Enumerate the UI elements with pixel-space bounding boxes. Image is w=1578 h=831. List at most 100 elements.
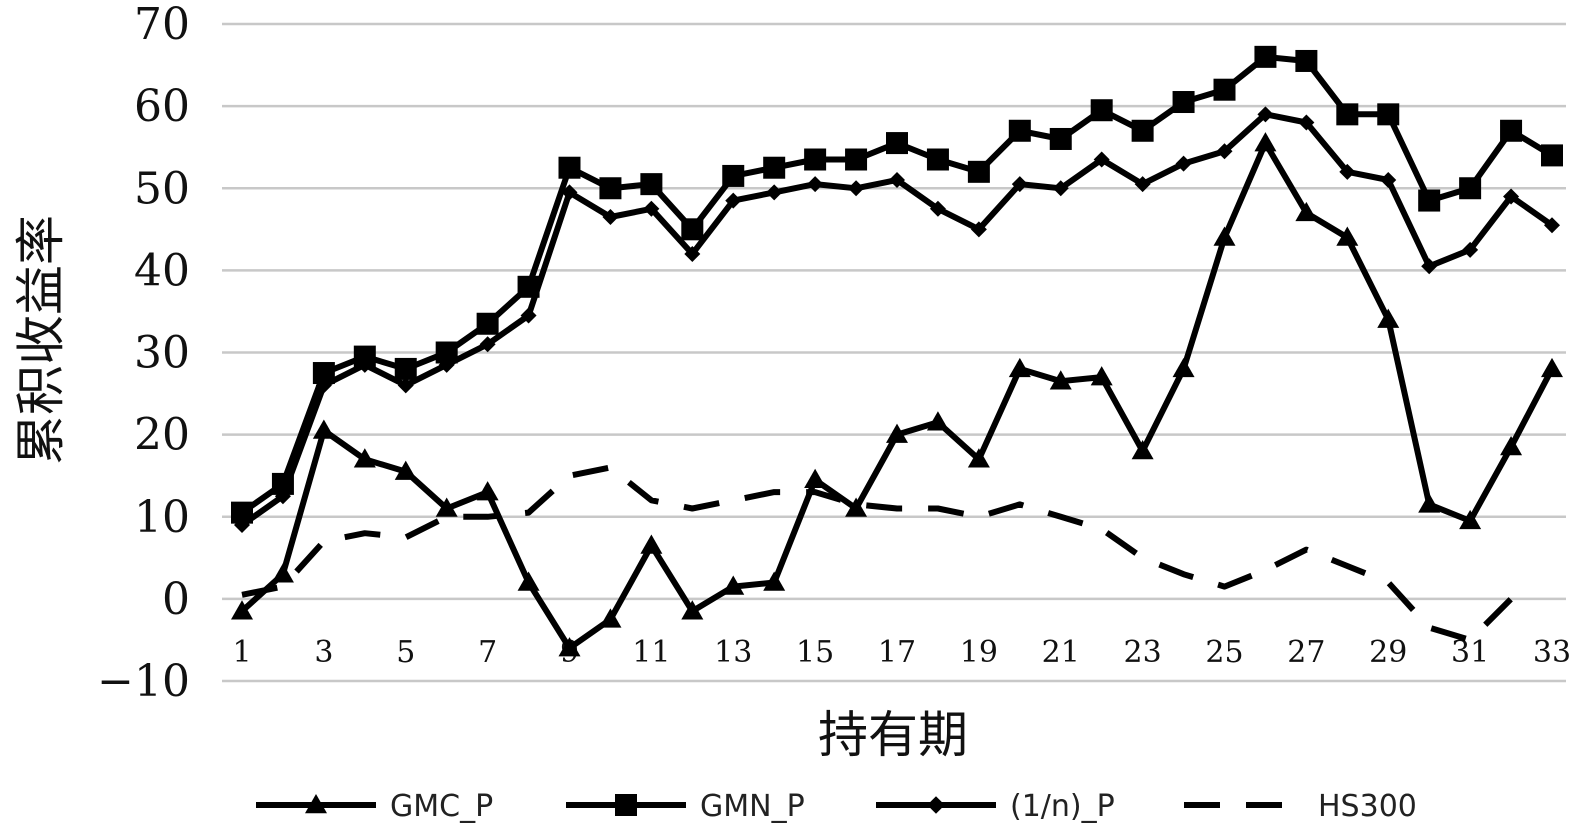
data-point bbox=[804, 148, 827, 171]
data-point bbox=[681, 218, 704, 241]
data-point bbox=[356, 356, 373, 373]
x-tick-label: 27 bbox=[1287, 635, 1325, 670]
data-point bbox=[967, 448, 990, 468]
data-point bbox=[435, 497, 458, 517]
data-point bbox=[640, 173, 663, 196]
data-point bbox=[517, 571, 540, 591]
data-point bbox=[1500, 119, 1523, 142]
data-point bbox=[1008, 357, 1031, 378]
data-point bbox=[1254, 132, 1277, 152]
data-point bbox=[1254, 45, 1277, 68]
data-point bbox=[804, 468, 827, 489]
data-point bbox=[599, 608, 622, 628]
data-point bbox=[520, 307, 537, 324]
data-point bbox=[397, 377, 414, 394]
x-tick-label: 29 bbox=[1369, 635, 1407, 670]
series-gmc-p bbox=[231, 132, 1563, 657]
data-point bbox=[1049, 370, 1072, 390]
data-point bbox=[435, 341, 458, 364]
series-lines bbox=[231, 45, 1563, 657]
legend-label: GMN_P bbox=[700, 789, 805, 824]
data-point bbox=[271, 563, 294, 583]
data-point bbox=[1380, 172, 1397, 189]
data-point bbox=[1418, 189, 1441, 212]
x-tick-label: 25 bbox=[1205, 635, 1243, 670]
data-point bbox=[1090, 366, 1113, 386]
data-point bbox=[807, 176, 824, 193]
data-point bbox=[479, 336, 496, 353]
data-point bbox=[926, 148, 949, 171]
data-point bbox=[886, 423, 908, 443]
legend-item: HS300 bbox=[1184, 789, 1417, 824]
data-point bbox=[1172, 357, 1195, 378]
data-point bbox=[1052, 180, 1069, 197]
legend-item: GMC_P bbox=[256, 789, 493, 824]
data-point bbox=[1295, 49, 1318, 72]
data-point bbox=[1257, 106, 1274, 123]
y-tick-label: 10 bbox=[134, 492, 190, 543]
data-point bbox=[561, 184, 578, 201]
data-point bbox=[763, 571, 786, 591]
x-axis-label: 持有期 bbox=[818, 706, 968, 764]
y-tick-label: 60 bbox=[134, 81, 190, 132]
gridlines bbox=[222, 22, 1566, 683]
series-1-n-p bbox=[234, 106, 1560, 533]
data-point bbox=[886, 132, 908, 155]
data-point bbox=[1131, 119, 1154, 142]
data-point bbox=[845, 497, 868, 517]
legend-label: HS300 bbox=[1318, 789, 1417, 824]
x-axis-ticks: 13579111315171921232527293133 bbox=[232, 635, 1571, 670]
data-point bbox=[1172, 91, 1195, 114]
data-point bbox=[1418, 493, 1441, 513]
data-point bbox=[929, 200, 946, 217]
data-point bbox=[353, 448, 376, 468]
data-point bbox=[1421, 258, 1438, 275]
y-tick-label: 0 bbox=[162, 574, 190, 625]
data-point bbox=[1090, 99, 1113, 122]
data-point bbox=[234, 516, 250, 533]
data-point bbox=[1336, 103, 1359, 126]
y-tick-label: 70 bbox=[134, 0, 190, 50]
data-point bbox=[394, 357, 417, 380]
data-point bbox=[684, 245, 701, 262]
data-point bbox=[848, 180, 865, 197]
x-tick-label: 31 bbox=[1451, 635, 1489, 670]
data-point bbox=[1093, 151, 1110, 168]
data-point bbox=[312, 419, 335, 439]
legend-label: (1/n)_P bbox=[1010, 789, 1115, 824]
data-point bbox=[1377, 103, 1400, 126]
data-point bbox=[970, 221, 987, 238]
x-tick-label: 3 bbox=[314, 635, 333, 670]
data-point bbox=[1008, 119, 1031, 142]
data-point bbox=[927, 796, 945, 814]
data-point bbox=[353, 345, 376, 368]
series-line bbox=[241, 464, 1514, 643]
data-point bbox=[1216, 143, 1233, 160]
x-tick-label: 5 bbox=[396, 635, 415, 670]
data-point bbox=[558, 156, 581, 179]
y-axis-ticks: −10 0 10 20 30 40 50 60 70 bbox=[97, 0, 190, 707]
x-tick-label: 23 bbox=[1124, 635, 1162, 670]
data-point bbox=[315, 377, 332, 394]
x-tick-label: 7 bbox=[478, 635, 497, 670]
data-point bbox=[1298, 114, 1315, 131]
data-point bbox=[394, 460, 417, 480]
y-tick-label: 40 bbox=[134, 245, 190, 296]
data-point bbox=[1541, 357, 1563, 378]
data-point bbox=[1049, 127, 1072, 150]
x-tick-label: 21 bbox=[1042, 635, 1080, 670]
y-tick-label: 20 bbox=[134, 410, 190, 461]
y-tick-label: 50 bbox=[134, 163, 190, 214]
data-point bbox=[845, 148, 868, 171]
data-point bbox=[1336, 226, 1359, 246]
x-tick-label: 33 bbox=[1533, 635, 1571, 670]
data-point bbox=[1544, 217, 1560, 234]
legend-item: GMN_P bbox=[566, 789, 805, 824]
data-point bbox=[1131, 440, 1154, 460]
data-point bbox=[1503, 188, 1520, 205]
data-point bbox=[438, 356, 455, 373]
x-tick-label: 15 bbox=[796, 635, 834, 670]
data-point bbox=[305, 794, 327, 814]
data-point bbox=[1459, 177, 1482, 200]
